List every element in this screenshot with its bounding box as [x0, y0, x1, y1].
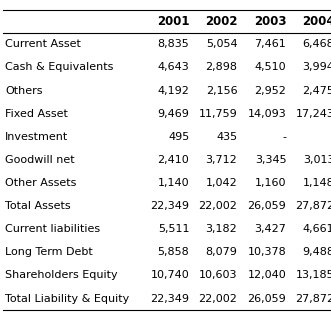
- Text: 10,740: 10,740: [151, 270, 189, 281]
- Text: 4,192: 4,192: [158, 85, 189, 96]
- Text: 13,185: 13,185: [296, 270, 331, 281]
- Text: Goodwill net: Goodwill net: [5, 155, 74, 165]
- Text: Long Term Debt: Long Term Debt: [5, 247, 93, 257]
- Text: 4,510: 4,510: [255, 62, 286, 73]
- Text: 17,243: 17,243: [296, 108, 331, 119]
- Text: 27,872: 27,872: [295, 293, 331, 304]
- Text: 435: 435: [216, 132, 237, 142]
- Text: 8,079: 8,079: [206, 247, 237, 257]
- Text: Total Assets: Total Assets: [5, 201, 71, 211]
- Text: 22,349: 22,349: [150, 293, 189, 304]
- Text: 6,468: 6,468: [303, 39, 331, 49]
- Text: 26,059: 26,059: [248, 293, 286, 304]
- Text: Cash & Equivalents: Cash & Equivalents: [5, 62, 113, 73]
- Text: 2002: 2002: [205, 15, 237, 28]
- Text: 4,661: 4,661: [303, 224, 331, 234]
- Text: 3,712: 3,712: [206, 155, 237, 165]
- Text: 2,475: 2,475: [303, 85, 331, 96]
- Text: 2,952: 2,952: [255, 85, 286, 96]
- Text: 3,182: 3,182: [206, 224, 237, 234]
- Text: 10,378: 10,378: [248, 247, 286, 257]
- Text: Total Liability & Equity: Total Liability & Equity: [5, 293, 129, 304]
- Text: 3,994: 3,994: [303, 62, 331, 73]
- Text: 5,858: 5,858: [158, 247, 189, 257]
- Text: Others: Others: [5, 85, 42, 96]
- Text: 11,759: 11,759: [199, 108, 237, 119]
- Text: 3,013: 3,013: [303, 155, 331, 165]
- Text: 3,427: 3,427: [255, 224, 286, 234]
- Text: 26,059: 26,059: [248, 201, 286, 211]
- Text: Other Assets: Other Assets: [5, 178, 76, 188]
- Text: 5,511: 5,511: [158, 224, 189, 234]
- Text: 3,345: 3,345: [255, 155, 286, 165]
- Text: 2003: 2003: [254, 15, 286, 28]
- Text: 495: 495: [168, 132, 189, 142]
- Text: 5,054: 5,054: [206, 39, 237, 49]
- Text: 9,488: 9,488: [302, 247, 331, 257]
- Text: 1,148: 1,148: [303, 178, 331, 188]
- Text: Current liabilities: Current liabilities: [5, 224, 100, 234]
- Text: 22,002: 22,002: [199, 201, 237, 211]
- Text: 2,898: 2,898: [205, 62, 237, 73]
- Text: 8,835: 8,835: [158, 39, 189, 49]
- Text: 2004: 2004: [302, 15, 331, 28]
- Text: 7,461: 7,461: [255, 39, 286, 49]
- Text: 22,002: 22,002: [199, 293, 237, 304]
- Text: Investment: Investment: [5, 132, 68, 142]
- Text: -: -: [282, 132, 286, 142]
- Text: 22,349: 22,349: [150, 201, 189, 211]
- Text: 1,140: 1,140: [158, 178, 189, 188]
- Text: Fixed Asset: Fixed Asset: [5, 108, 68, 119]
- Text: 9,469: 9,469: [158, 108, 189, 119]
- Text: 10,603: 10,603: [199, 270, 237, 281]
- Text: 12,040: 12,040: [248, 270, 286, 281]
- Text: 14,093: 14,093: [248, 108, 286, 119]
- Text: 2,410: 2,410: [158, 155, 189, 165]
- Text: Shareholders Equity: Shareholders Equity: [5, 270, 118, 281]
- Text: 2001: 2001: [157, 15, 189, 28]
- Text: 1,160: 1,160: [255, 178, 286, 188]
- Text: Current Asset: Current Asset: [5, 39, 81, 49]
- Text: 4,643: 4,643: [158, 62, 189, 73]
- Text: 1,042: 1,042: [206, 178, 237, 188]
- Text: 27,872: 27,872: [295, 201, 331, 211]
- Text: 2,156: 2,156: [206, 85, 237, 96]
- Text: -: -: [330, 132, 331, 142]
